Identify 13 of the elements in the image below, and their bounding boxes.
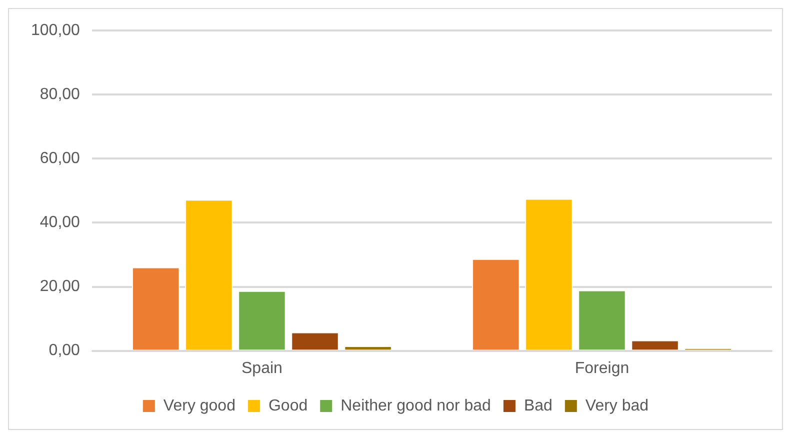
legend-label: Good — [268, 397, 308, 414]
legend-label: Very good — [163, 397, 236, 414]
x-tick-label: Foreign — [574, 360, 630, 377]
legend-label: Very bad — [585, 397, 649, 414]
y-tick-label: 20,00 — [40, 278, 80, 296]
y-tick-label: 0,00 — [48, 342, 80, 360]
y-tick-label: 60,00 — [40, 150, 80, 168]
y-tick-label: 40,00 — [40, 214, 80, 232]
x-tick-label: Spain — [241, 360, 282, 377]
legend-label: Neither good nor bad — [340, 397, 491, 414]
y-tick-label: 80,00 — [40, 86, 80, 104]
legend-label: Bad — [524, 397, 552, 414]
y-tick-label: 100,00 — [31, 22, 80, 40]
